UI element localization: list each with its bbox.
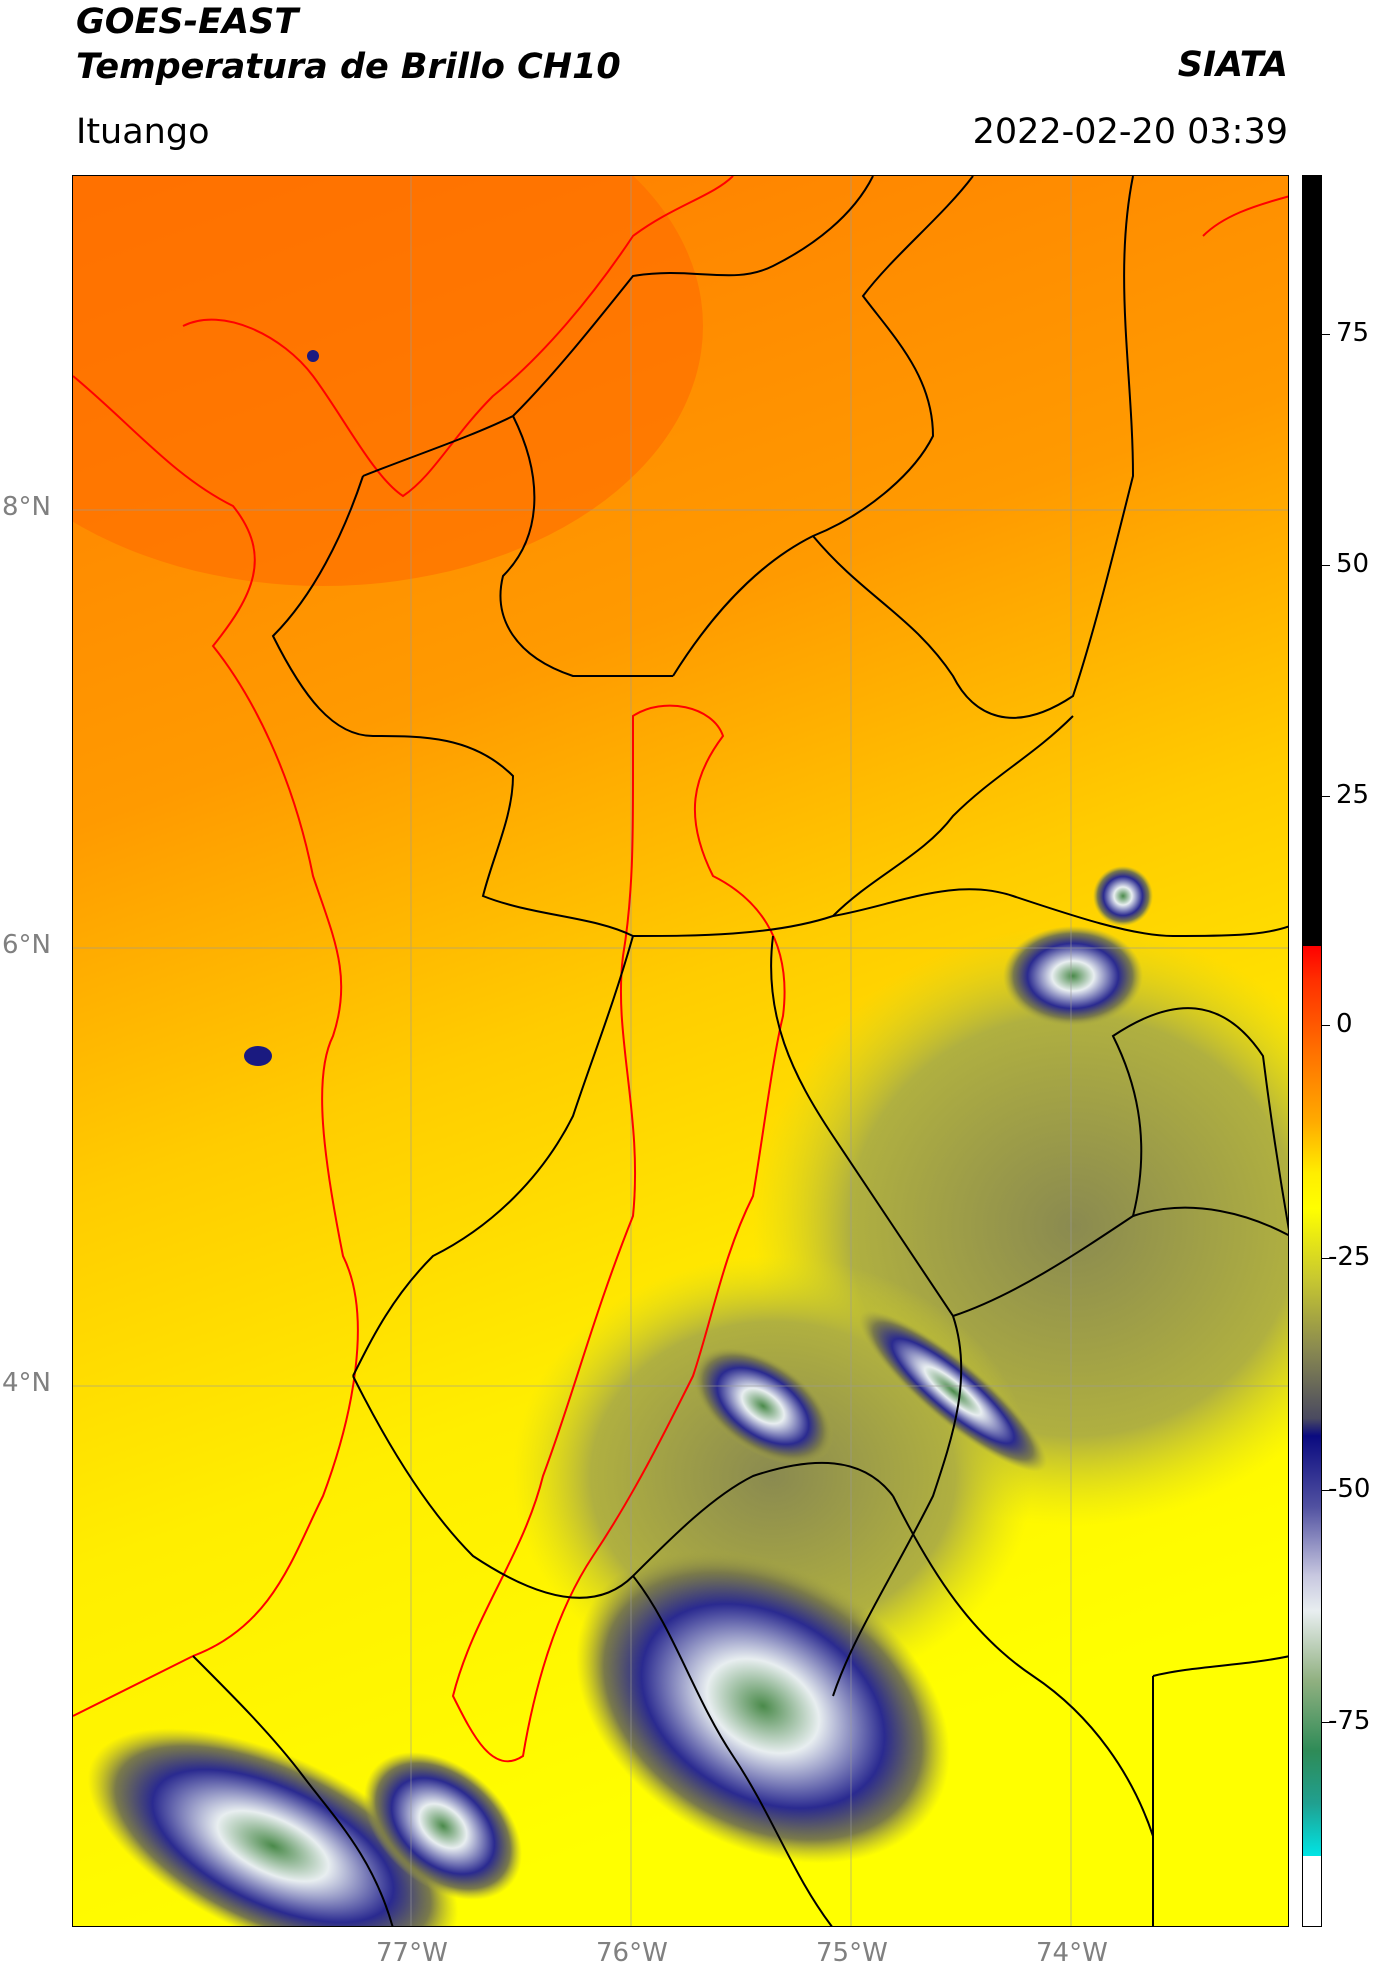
cbar-tick-75 bbox=[1322, 334, 1330, 335]
brand-label: SIATA bbox=[1177, 45, 1288, 85]
cloud-cluster-5 bbox=[576, 1548, 950, 1864]
cloud-cluster-4 bbox=[1093, 866, 1153, 926]
watershed-outline bbox=[451, 704, 786, 1763]
cbar-label-m50: -50 bbox=[1328, 1474, 1371, 1504]
lon-label-76w: 76°W bbox=[596, 1938, 668, 1968]
cloud-cluster-1 bbox=[692, 1347, 834, 1465]
cloud-spot-1 bbox=[244, 1046, 272, 1066]
cbar-label-m75: -75 bbox=[1328, 1706, 1371, 1736]
cloud-cluster-3 bbox=[1003, 926, 1143, 1026]
coastline-north bbox=[182, 176, 734, 498]
cbar-tick-25 bbox=[1322, 796, 1330, 797]
title-block: GOES-EAST Temperatura de Brillo CH10 bbox=[76, 0, 621, 90]
gridlines bbox=[73, 176, 1288, 1926]
lon-label-75w: 75°W bbox=[816, 1938, 888, 1968]
borders bbox=[192, 176, 1288, 1926]
satellite-map[interactable] bbox=[72, 175, 1289, 1927]
cbar-label-75: 75 bbox=[1336, 318, 1370, 348]
lon-label-74w: 74°W bbox=[1036, 1938, 1108, 1968]
cbar-tick-m25 bbox=[1322, 1258, 1330, 1259]
cbar-label-50: 50 bbox=[1336, 549, 1370, 579]
title-line-1: GOES-EAST bbox=[76, 2, 299, 42]
cloud-cluster-6 bbox=[87, 1728, 459, 1926]
cloud-cluster-7 bbox=[364, 1752, 522, 1900]
datetime-label: 2022-02-20 03:39 bbox=[972, 112, 1288, 152]
map-svg bbox=[73, 176, 1288, 1926]
lat-label-8n: 8°N bbox=[2, 492, 51, 522]
cloud-spot-2 bbox=[307, 350, 319, 362]
location-label: Ituango bbox=[76, 112, 210, 152]
cbar-label-0: 0 bbox=[1336, 1009, 1353, 1039]
cbar-label-m25: -25 bbox=[1328, 1242, 1371, 1272]
lat-label-6n: 6°N bbox=[2, 930, 51, 960]
colorbar bbox=[1302, 175, 1322, 1927]
warm-region bbox=[73, 176, 703, 586]
cbar-tick-m75 bbox=[1322, 1722, 1330, 1723]
cbar-tick-m50 bbox=[1322, 1490, 1330, 1491]
cbar-tick-50 bbox=[1322, 565, 1330, 566]
cbar-tick-0 bbox=[1322, 1025, 1330, 1026]
coastline bbox=[73, 375, 359, 1717]
lat-label-4n: 4°N bbox=[2, 1368, 51, 1398]
cbar-label-25: 25 bbox=[1336, 780, 1370, 810]
coastline-northeast bbox=[1202, 195, 1288, 237]
cloud-cluster-2 bbox=[859, 1310, 1047, 1472]
lon-label-77w: 77°W bbox=[376, 1938, 448, 1968]
title-line-2: Temperatura de Brillo CH10 bbox=[76, 47, 621, 87]
